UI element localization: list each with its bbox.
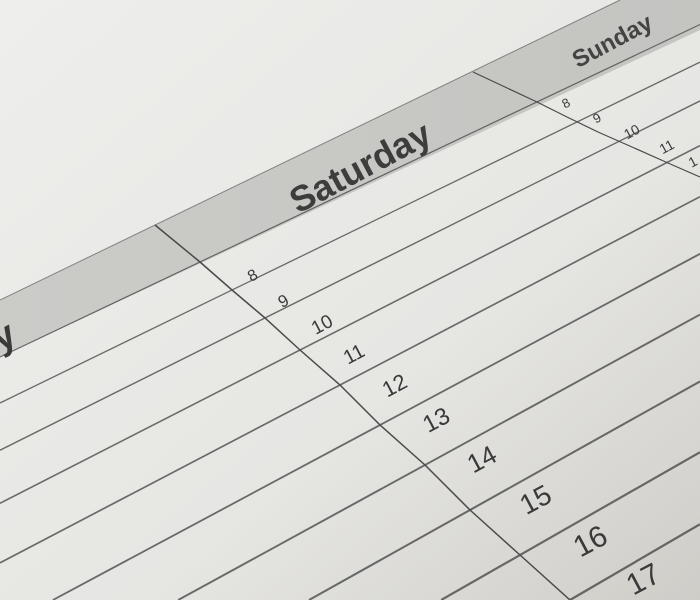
column-divider-sunday [472,71,700,178]
header-band [0,0,700,357]
column-divider-saturday [154,224,571,600]
row-line [308,380,700,600]
hour-label-sunday: 10 [621,121,642,143]
row-line [0,144,700,504]
row-line [569,523,700,600]
hour-label-sunday: 11 [656,136,677,157]
row-line [0,61,700,404]
row-line [0,23,700,358]
header-top-line [0,0,621,301]
row-line [0,195,700,564]
row-line [440,451,700,600]
row-line [177,313,700,600]
row-line [52,253,700,600]
row-line [0,100,700,451]
